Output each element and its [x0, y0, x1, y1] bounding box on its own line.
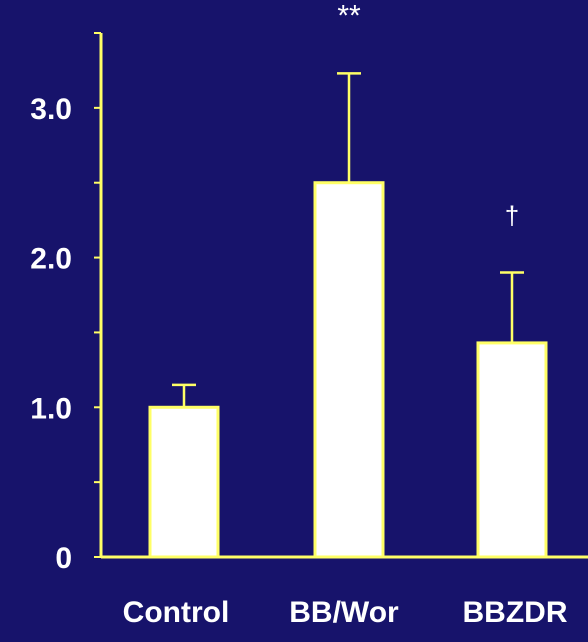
bars: ** † [148, 0, 548, 559]
y-tick-label: 0 [55, 542, 72, 575]
y-axis: 0 1.0 2.0 3.0 [30, 32, 103, 575]
x-axis: Control BB/Wor BBZDR [101, 555, 588, 629]
x-category-label: Control [123, 596, 230, 629]
significance-marker: ** [337, 0, 361, 32]
bar-control [148, 405, 220, 559]
y-tick-label: 1.0 [30, 392, 72, 425]
y-tick-label: 2.0 [30, 243, 72, 276]
x-category-label: BB/Wor [289, 596, 399, 629]
significance-marker: † [505, 201, 519, 231]
y-tick-label: 3.0 [30, 93, 72, 126]
bar-bbzdr [476, 341, 548, 559]
bar-bb-wor [313, 181, 385, 559]
x-category-label: BBZDR [463, 596, 568, 629]
